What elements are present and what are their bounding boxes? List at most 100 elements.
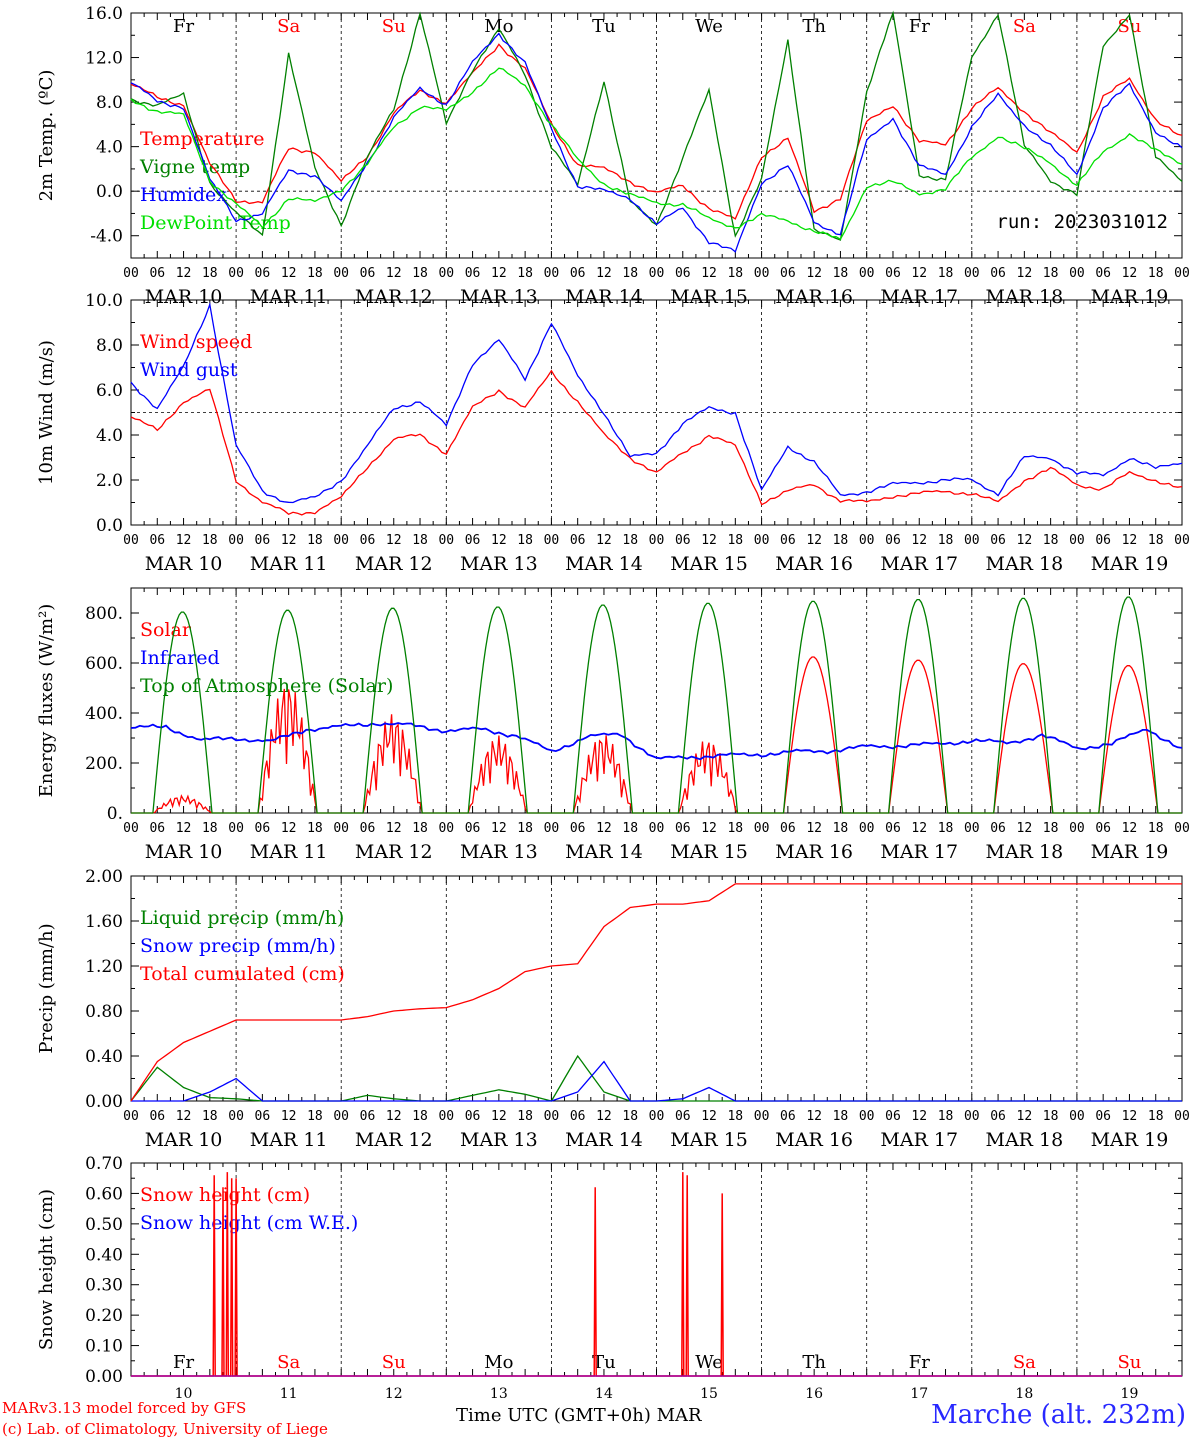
hour-tick-label: 12: [176, 1109, 192, 1124]
hour-tick-label: 06: [149, 266, 165, 281]
date-label: MAR 11: [250, 286, 328, 308]
date-label: MAR 18: [985, 553, 1063, 575]
hour-tick-label: 06: [570, 1109, 586, 1124]
hour-tick-label: 12: [491, 533, 507, 548]
y-axis-label: Precip (mm/h): [36, 923, 57, 1053]
hour-tick-label: 18: [622, 533, 638, 548]
date-label: MAR 12: [355, 841, 433, 863]
day-of-week-label: Tu: [592, 1352, 616, 1373]
date-label: MAR 16: [775, 1129, 853, 1151]
y-tick-label: 2.00: [85, 867, 123, 887]
x-axis-title: Time UTC (GMT+0h) MAR: [456, 1405, 702, 1426]
day-of-week-label: Sa: [1013, 16, 1036, 37]
date-label: MAR 19: [1091, 553, 1169, 575]
y-axis-label: 10m Wind (m/s): [36, 340, 57, 485]
y-axis-label: 2m Temp. (ºC): [36, 70, 57, 202]
hour-tick-label: 06: [990, 266, 1006, 281]
hour-tick-label: 12: [386, 1109, 402, 1124]
y-tick-label: 0.0: [96, 182, 123, 202]
hour-tick-label: 18: [1148, 266, 1164, 281]
x-axis-title-text: Time UTC (GMT+0h): [456, 1405, 651, 1426]
y-tick-label: 12.0: [85, 49, 123, 69]
hour-tick-label: 12: [596, 266, 612, 281]
hour-tick-label: 06: [1095, 821, 1111, 836]
hour-tick-label: 12: [491, 266, 507, 281]
hour-tick-label: 12: [911, 1109, 927, 1124]
y-tick-label: 600.: [85, 654, 123, 674]
date-label: MAR 10: [145, 841, 223, 863]
y-tick-label: 0.70: [85, 1154, 123, 1174]
day-of-week-label: Sa: [277, 16, 300, 37]
legend-entry: Snow precip (mm/h): [140, 935, 336, 957]
hour-tick-label: 18: [307, 821, 323, 836]
day-number-label: 17: [910, 1386, 928, 1402]
hour-tick-label: 18: [727, 1109, 743, 1124]
hour-tick-label: 06: [255, 1109, 271, 1124]
legend-entry: Infrared: [140, 647, 220, 669]
hour-tick-label: 12: [1122, 266, 1138, 281]
hour-tick-label: 00: [649, 533, 665, 548]
date-label: MAR 17: [880, 553, 958, 575]
hour-tick-label: 12: [701, 266, 717, 281]
hour-tick-label: 00: [123, 533, 139, 548]
hour-tick-label: 12: [806, 266, 822, 281]
hour-tick-label: 12: [176, 266, 192, 281]
x-axis-month: MAR: [656, 1405, 702, 1426]
panel-1: -4.0 0.0 4.0 8.0 12.0 16.0 2m Temp. (ºC) Fr Sa Su…: [36, 4, 1190, 308]
day-of-week-label: Th: [802, 16, 826, 37]
hour-tick-label: 06: [780, 821, 796, 836]
hour-tick-label: 00: [859, 821, 875, 836]
date-label: MAR 16: [775, 553, 853, 575]
day-number-label: 12: [385, 1386, 403, 1402]
y-tick-label: 8.0: [96, 336, 123, 356]
hour-tick-label: 06: [149, 821, 165, 836]
hour-tick-label: 00: [438, 266, 454, 281]
day-of-week-label: Mo: [484, 16, 513, 37]
legend-entry: Wind gust: [140, 359, 238, 381]
hour-tick-label: 18: [202, 1109, 218, 1124]
hour-tick-label: 00: [964, 266, 980, 281]
hour-tick-label: 18: [1148, 533, 1164, 548]
hour-tick-label: 06: [255, 821, 271, 836]
y-tick-label: 0.50: [85, 1215, 123, 1235]
hour-tick-label: 18: [938, 266, 954, 281]
date-label: MAR 15: [670, 841, 748, 863]
date-label: MAR 13: [460, 1129, 538, 1151]
hour-tick-label: 06: [255, 533, 271, 548]
hour-tick-label: 12: [176, 821, 192, 836]
hour-tick-label: 18: [1043, 266, 1059, 281]
hour-tick-label: 12: [1017, 266, 1033, 281]
legend-entry: Snow height (cm W.E.): [140, 1212, 358, 1234]
hour-tick-label: 00: [754, 1109, 770, 1124]
date-label: MAR 13: [460, 553, 538, 575]
hour-tick-label: 18: [622, 1109, 638, 1124]
hour-tick-label: 06: [990, 821, 1006, 836]
hour-tick-label: 18: [727, 533, 743, 548]
hour-tick-label: 06: [675, 266, 691, 281]
hour-tick-label: 00: [754, 533, 770, 548]
day-of-week-label: Mo: [484, 1352, 513, 1373]
date-label: MAR 13: [460, 841, 538, 863]
hour-tick-label: 00: [333, 266, 349, 281]
date-label: MAR 14: [565, 286, 643, 308]
hour-tick-label: 06: [465, 266, 481, 281]
day-of-week-label: Fr: [173, 16, 194, 37]
hour-tick-label: 00: [859, 266, 875, 281]
day-number-label: 14: [595, 1386, 613, 1402]
date-label: MAR 14: [565, 553, 643, 575]
day-of-week-label: Su: [1117, 16, 1141, 37]
hour-tick-label: 00: [123, 821, 139, 836]
day-number-label: 16: [805, 1386, 823, 1402]
hour-tick-label: 12: [701, 821, 717, 836]
hour-tick-label: 06: [780, 266, 796, 281]
hour-tick-label: 06: [1095, 1109, 1111, 1124]
hour-tick-label: 18: [938, 1109, 954, 1124]
hour-tick-label: 06: [675, 533, 691, 548]
date-label: MAR 17: [880, 1129, 958, 1151]
legend-entry: Wind speed: [140, 331, 252, 353]
date-label: MAR 12: [355, 1129, 433, 1151]
hour-tick-label: 12: [701, 1109, 717, 1124]
hour-tick-label: 06: [149, 533, 165, 548]
hour-tick-label: 18: [412, 533, 428, 548]
y-tick-label: 0.20: [85, 1306, 123, 1326]
